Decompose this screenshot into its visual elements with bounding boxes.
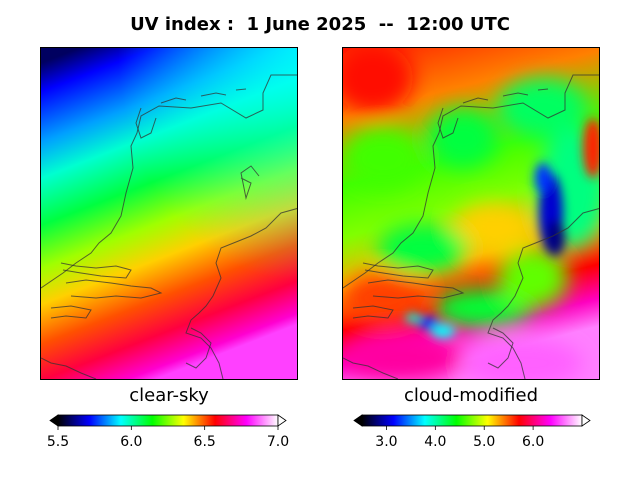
- colorbar-tick-label: 4.0: [424, 434, 446, 450]
- clear-sky-map: [40, 47, 298, 380]
- clear-sky-label: clear-sky: [129, 385, 209, 406]
- colorbar-extend-max: [581, 414, 591, 427]
- colorbar-tick-label: 6.0: [120, 434, 142, 450]
- cloud-modified-colorbar: 3.0 4.0 5.0 6.0: [352, 412, 594, 458]
- cloud-patches: [343, 48, 599, 379]
- coastline-outline: [343, 74, 599, 379]
- cloud-modified-label: cloud-modified: [403, 385, 539, 406]
- cloud-modified-map: [342, 47, 600, 380]
- colorbar-tick-label: 5.0: [473, 434, 495, 450]
- colorbar-tick-label: 6.5: [194, 434, 216, 450]
- clear-sky-field-overlay: [41, 48, 297, 379]
- clear-sky-colorbar: 5.5 6.0 6.5 7.0: [47, 412, 290, 458]
- colorbar-gradient: [361, 414, 583, 427]
- coastline-outline: [41, 74, 297, 379]
- colorbar-tick-label: 6.0: [522, 434, 544, 450]
- cloud-features: [405, 118, 599, 338]
- colorbar-tick-label: 7.0: [267, 434, 289, 450]
- colorbar-gradient: [57, 414, 279, 427]
- colorbar-tick-label: 3.0: [375, 434, 397, 450]
- colorbar-extend-min: [353, 414, 363, 427]
- colorbar-extend-min: [49, 414, 59, 427]
- colorbar-extend-max: [277, 414, 287, 427]
- colorbar-tick-label: 5.5: [48, 434, 69, 450]
- figure-title: UV index : 1 June 2025 -- 12:00 UTC: [130, 14, 510, 35]
